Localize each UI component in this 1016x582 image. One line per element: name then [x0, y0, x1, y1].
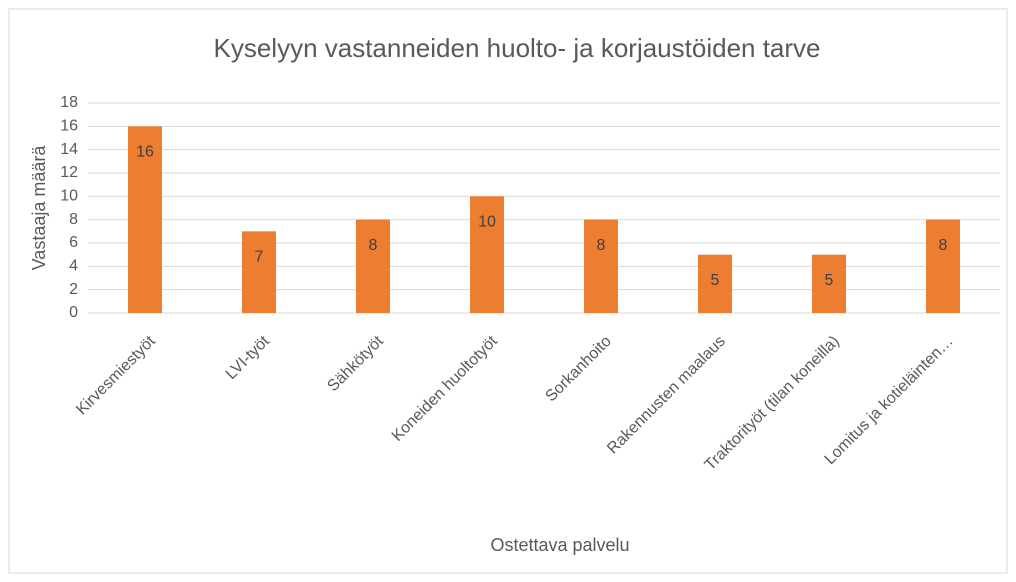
- bar: [698, 254, 732, 313]
- data-label: 8: [369, 237, 378, 254]
- data-label: 5: [825, 272, 834, 289]
- data-label: 10: [478, 214, 496, 231]
- bar: [356, 219, 390, 313]
- y-tick-label: 2: [69, 281, 78, 298]
- bar: [470, 196, 504, 313]
- data-label: 7: [255, 249, 264, 266]
- bar: [242, 231, 276, 313]
- y-tick-label: 12: [60, 164, 78, 181]
- data-label: 8: [597, 237, 606, 254]
- y-tick-label: 8: [69, 211, 78, 228]
- x-axis-label: Ostettava palvelu: [490, 535, 629, 555]
- y-axis-label: Vastaaja määrä: [29, 145, 49, 271]
- y-tick-label: 0: [69, 304, 78, 321]
- bar: [812, 254, 846, 313]
- y-tick-label: 16: [60, 118, 78, 135]
- bar: [926, 219, 960, 313]
- data-label: 16: [136, 144, 154, 161]
- y-tick-label: 18: [60, 94, 78, 111]
- y-tick-label: 10: [60, 188, 78, 205]
- bar: [584, 219, 618, 313]
- bar: [128, 126, 162, 313]
- data-label: 8: [939, 237, 948, 254]
- data-label: 5: [711, 272, 720, 289]
- chart-title: Kyselyyn vastanneiden huolto- ja korjaus…: [213, 33, 820, 63]
- y-tick-label: 4: [69, 258, 78, 275]
- y-tick-label: 6: [69, 234, 78, 251]
- y-tick-label: 14: [60, 141, 78, 158]
